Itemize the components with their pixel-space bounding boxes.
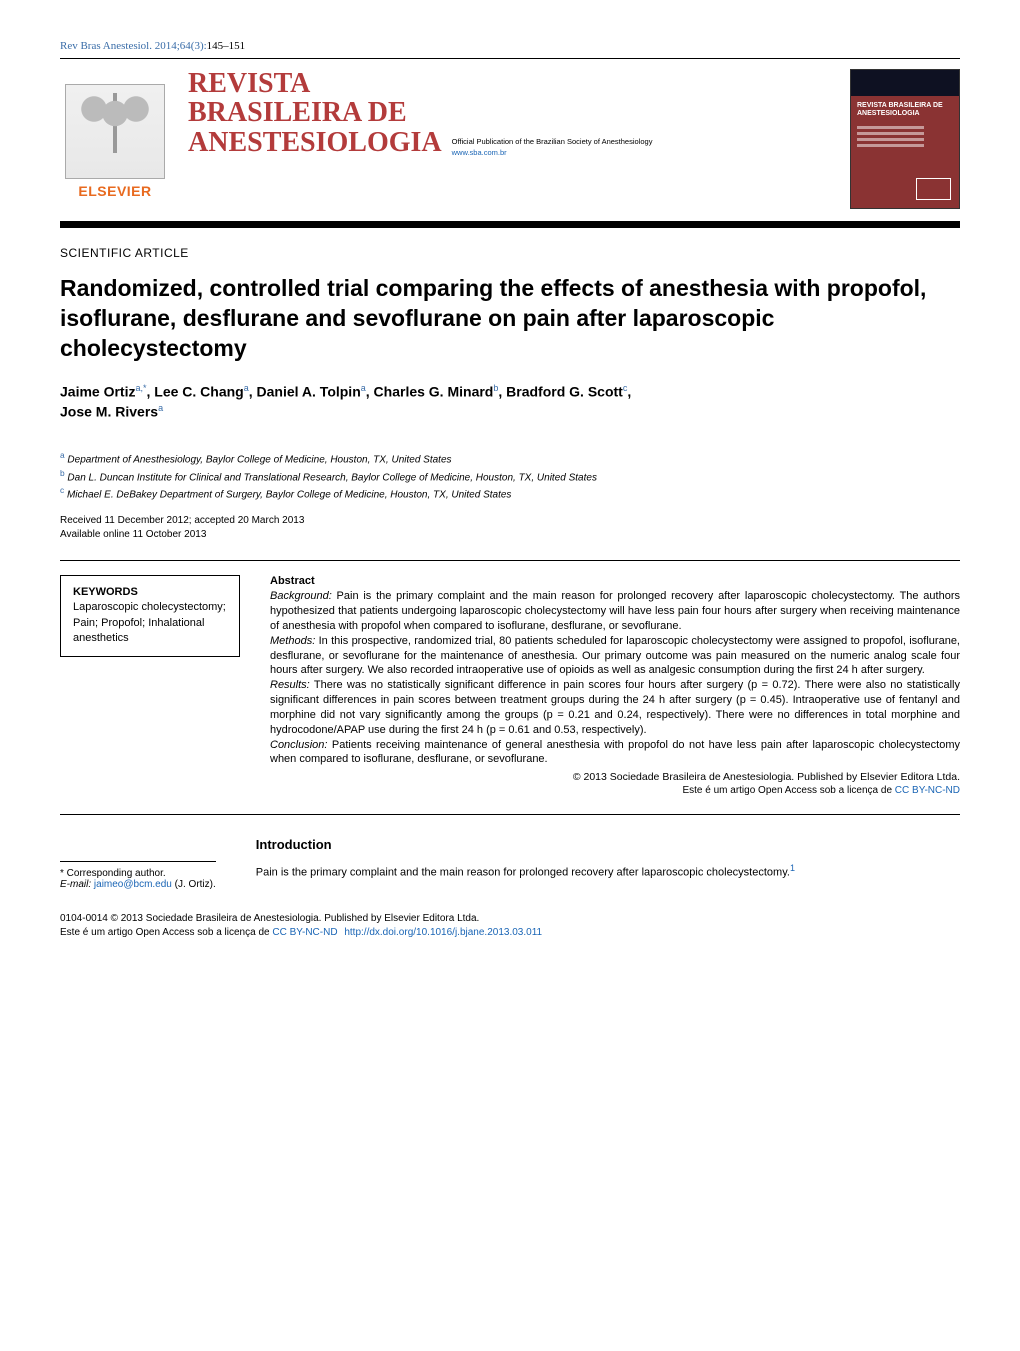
abstract-heading: Abstract — [270, 575, 960, 587]
doi-link[interactable]: http://dx.doi.org/10.1016/j.bjane.2013.0… — [344, 927, 542, 938]
sba-link[interactable]: www.sba.com.br — [452, 148, 653, 157]
online-date: Available online 11 October 2013 — [60, 528, 960, 542]
abstract-license: Este é um artigo Open Access sob a licen… — [270, 785, 960, 796]
page-range: 145–151 — [207, 40, 246, 52]
section-type: SCIENTIFIC ARTICLE — [60, 246, 960, 260]
cover-lines — [851, 126, 959, 147]
citation-line: Rev Bras Anestesiol. 2014;64(3):145–151 — [60, 40, 960, 52]
official-pub-label: Official Publication of the Brazilian So… — [452, 137, 653, 146]
abstract-block: KEYWORDS Laparoscopic cholecystectomy; P… — [60, 560, 960, 815]
intro-heading: Introduction — [256, 837, 960, 852]
cover-title: REVISTA BRASILEIRA DE ANESTESIOLOGIA — [851, 96, 959, 123]
affil-b: Dan L. Duncan Institute for Clinical and… — [65, 472, 597, 483]
keywords-body: Laparoscopic cholecystectomy; Pain; Prop… — [73, 600, 227, 646]
affil-c: Michael E. DeBakey Department of Surgery… — [64, 489, 511, 500]
affiliations: a Department of Anesthesiology, Baylor C… — [60, 450, 960, 502]
email-label: E-mail: — [60, 879, 94, 890]
cc-license-link[interactable]: CC BY-NC-ND — [895, 785, 960, 796]
intro-paragraph: Pain is the primary complaint and the ma… — [256, 862, 960, 881]
corresponding-author-block: * Corresponding author. E-mail: jaimeo@b… — [60, 861, 216, 890]
intro-ref-1[interactable]: 1 — [790, 863, 795, 873]
intro-column: Introduction Pain is the primary complai… — [256, 837, 960, 890]
elsevier-label: ELSEVIER — [78, 183, 151, 199]
affil-a: Department of Anesthesiology, Baylor Col… — [65, 455, 452, 466]
author-1: Jaime Ortiz — [60, 383, 135, 399]
abstract-results: Results: There was no statistically sign… — [270, 678, 960, 737]
bottom-two-col: * Corresponding author. E-mail: jaimeo@b… — [60, 837, 960, 890]
journal-name-1: REVISTA — [188, 69, 832, 98]
keywords-box: KEYWORDS Laparoscopic cholecystectomy; P… — [60, 575, 240, 657]
issn-copyright: 0104-0014 © 2013 Sociedade Brasileira de… — [60, 912, 960, 926]
article-dates: Received 11 December 2012; accepted 20 M… — [60, 514, 960, 542]
abstract-conclusion: Conclusion: Patients receiving maintenan… — [270, 738, 960, 768]
keywords-heading: KEYWORDS — [73, 586, 227, 598]
abstract-copyright: © 2013 Sociedade Brasileira de Anestesio… — [270, 771, 960, 783]
footer-cc-link[interactable]: CC BY-NC-ND — [272, 927, 337, 938]
author-6: Jose M. Rivers — [60, 404, 158, 420]
left-col: * Corresponding author. E-mail: jaimeo@b… — [60, 837, 216, 890]
elsevier-tree-icon — [65, 84, 165, 179]
corresponding-label: * Corresponding author. — [60, 868, 216, 879]
author-1-aff: a,* — [135, 383, 146, 393]
article-title: Randomized, controlled trial comparing t… — [60, 274, 960, 364]
journal-name-3: ANESTESIOLOGIA — [188, 128, 442, 157]
received-date: Received 11 December 2012; accepted 20 M… — [60, 514, 960, 528]
page-footer: 0104-0014 © 2013 Sociedade Brasileira de… — [60, 912, 960, 940]
thick-rule — [60, 221, 960, 228]
journal-title-block: REVISTA BRASILEIRA DE ANESTESIOLOGIA Off… — [188, 69, 832, 157]
abstract-background: Background: Pain is the primary complain… — [270, 589, 960, 634]
abstract-column: Abstract Background: Pain is the primary… — [270, 575, 960, 796]
corresponding-email[interactable]: jaimeo@bcm.edu — [94, 879, 172, 890]
cover-top-strip — [851, 70, 959, 96]
elsevier-logo: ELSEVIER — [60, 69, 170, 199]
abstract-methods: Methods: In this prospective, randomized… — [270, 634, 960, 679]
journal-cover-thumb: REVISTA BRASILEIRA DE ANESTESIOLOGIA — [850, 69, 960, 209]
top-rule — [60, 58, 960, 59]
year-vol: 2014;64(3): — [155, 40, 207, 52]
cover-bottom-box — [916, 178, 951, 200]
header-block: ELSEVIER REVISTA BRASILEIRA DE ANESTESIO… — [60, 69, 960, 209]
author-6-aff: a — [158, 403, 163, 413]
author-list: Jaime Ortiza,*, Lee C. Changa, Daniel A.… — [60, 382, 960, 423]
journal-name-2: BRASILEIRA DE — [188, 98, 832, 127]
journal-abbrev: Rev Bras Anestesiol. — [60, 40, 152, 52]
